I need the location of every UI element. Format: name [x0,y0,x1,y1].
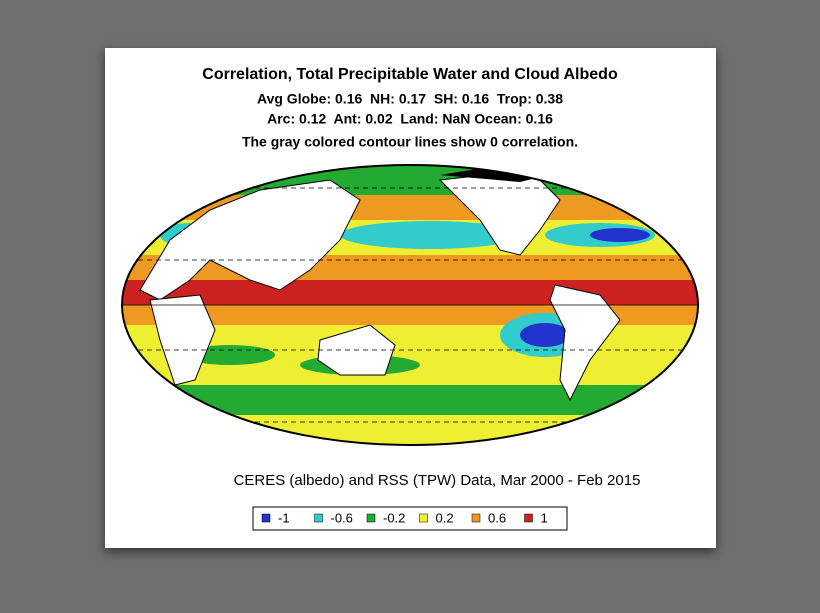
legend-swatch [419,513,428,523]
map-outline [121,164,699,446]
legend-swatch [366,513,376,523]
caption: CERES (albedo) and RSS (TPW) Data, Mar 2… [234,472,641,489]
legend-label: -0.6 [331,510,353,525]
legend: -1 -0.6 -0.2 0.2 0.6 1 [261,510,548,525]
legend-label: 0.2 [436,510,454,525]
legend-swatch [471,513,481,523]
map [122,165,698,445]
legend-swatch [524,513,533,523]
stats-line: Arc: 0.12 Ant: 0.02 Land: NaN Ocean: 0.1… [267,111,553,127]
legend-swatch [261,513,271,523]
legend-box [252,506,568,531]
stats-line: Avg Globe: 0.16 NH: 0.17 SH: 0.16 Trop: … [257,91,563,107]
legend-swatch [314,513,323,523]
legend-label: 1 [541,510,548,525]
legend-label: 0.6 [488,510,506,525]
legend-label: -0.2 [383,510,405,525]
legend-label: -1 [278,510,290,525]
title: Correlation, Total Precipitable Water an… [202,66,618,83]
note: The gray colored contour lines show 0 co… [242,134,578,150]
